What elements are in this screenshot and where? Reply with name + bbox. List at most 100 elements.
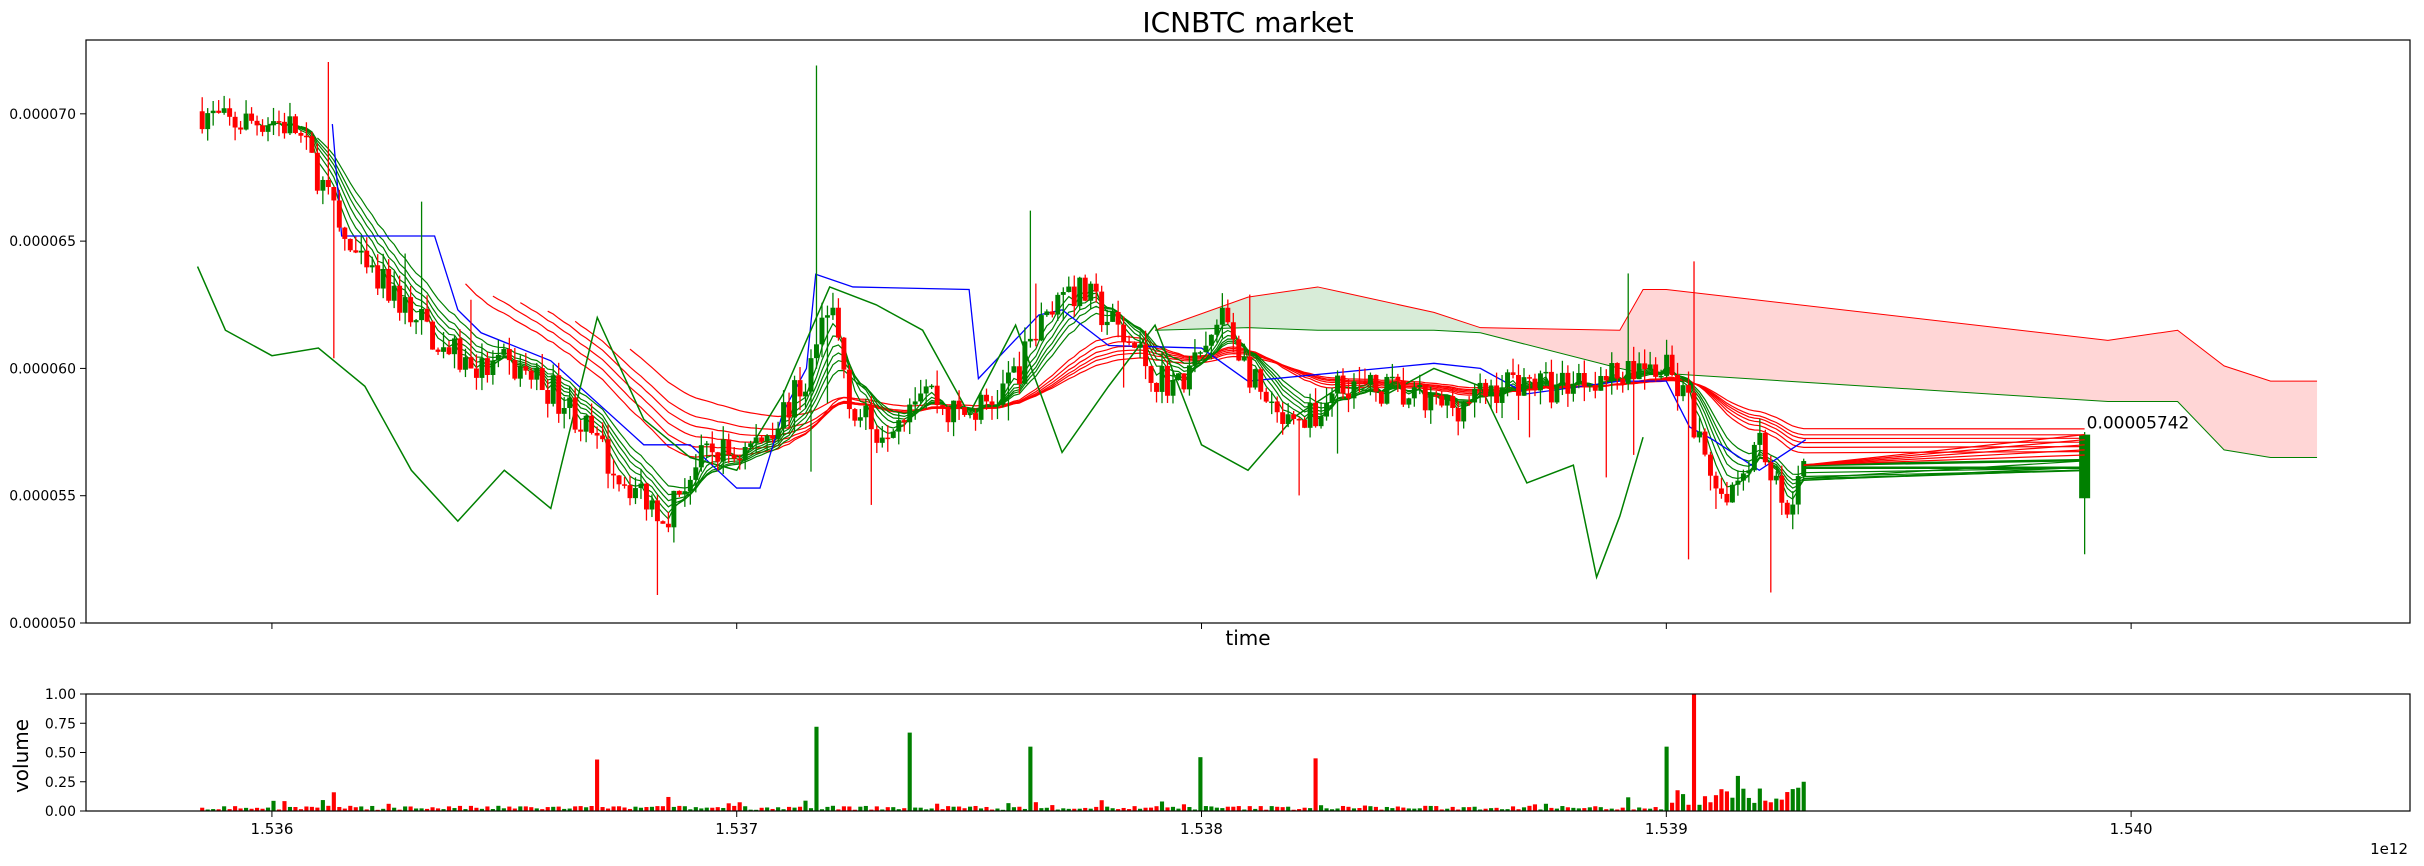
volume-bar bbox=[1324, 808, 1329, 811]
candle-body bbox=[1790, 504, 1796, 515]
candle-body bbox=[1197, 352, 1203, 354]
volume-bar bbox=[1609, 808, 1614, 811]
candle-body bbox=[484, 358, 490, 375]
x-tick-label: 1.538 bbox=[1180, 820, 1223, 838]
volume-bar bbox=[1170, 806, 1176, 811]
volume-bar bbox=[1648, 808, 1653, 811]
volume-bar bbox=[551, 806, 556, 811]
candle-body bbox=[2079, 434, 2091, 499]
volume-bar bbox=[1768, 802, 1773, 811]
volume-bar bbox=[1521, 807, 1527, 811]
candle-body bbox=[1680, 385, 1686, 397]
volume-bar bbox=[1653, 807, 1658, 811]
volume-bar bbox=[1412, 808, 1417, 811]
candle-body bbox=[649, 500, 655, 510]
x-tick-label: 1.537 bbox=[715, 820, 758, 838]
candle-body bbox=[1324, 402, 1330, 417]
volume-bar bbox=[913, 807, 918, 811]
candle-body bbox=[605, 439, 611, 474]
volume-bar bbox=[485, 806, 490, 811]
candle-body bbox=[1675, 375, 1681, 397]
volume-bar bbox=[1450, 806, 1455, 811]
volume-bar bbox=[830, 805, 835, 811]
volume-bar bbox=[370, 805, 375, 811]
volume-bar bbox=[1269, 806, 1274, 811]
candle-body bbox=[934, 385, 940, 406]
candle-body bbox=[951, 400, 957, 423]
volume-bar bbox=[1242, 809, 1247, 811]
volume-bar bbox=[1686, 804, 1691, 811]
volume-bar bbox=[1319, 805, 1324, 811]
volume-bar bbox=[1368, 806, 1373, 811]
candle-body bbox=[841, 337, 847, 370]
candle-body bbox=[775, 428, 781, 439]
volume-bar bbox=[688, 809, 693, 811]
candle-body bbox=[1329, 393, 1335, 403]
candle-body bbox=[1592, 385, 1598, 391]
volume-bar bbox=[1028, 746, 1033, 811]
candle-body bbox=[1313, 402, 1319, 427]
candle-body bbox=[1252, 369, 1258, 388]
volume-bar bbox=[797, 806, 803, 811]
candle-body bbox=[210, 110, 216, 114]
volume-bar bbox=[1549, 807, 1554, 811]
candle-body bbox=[1005, 372, 1011, 384]
candle-body bbox=[397, 285, 403, 313]
volume-bar bbox=[1033, 802, 1038, 811]
volume-bar bbox=[1593, 806, 1598, 811]
candle-body bbox=[874, 429, 880, 443]
volume-bar bbox=[1642, 808, 1647, 811]
candle-body bbox=[583, 415, 589, 432]
volume-bar bbox=[743, 806, 748, 811]
candle-body bbox=[479, 358, 485, 378]
volume-bar bbox=[408, 806, 413, 811]
candle-body bbox=[1274, 401, 1280, 413]
candle-body bbox=[1165, 365, 1170, 396]
candle-body bbox=[742, 446, 748, 461]
volume-bar bbox=[671, 806, 676, 811]
candle-body bbox=[835, 307, 841, 338]
volume-bar bbox=[978, 808, 984, 811]
x-tick-label: 1.536 bbox=[250, 820, 293, 838]
x-tick-label: 1.539 bbox=[1645, 820, 1688, 838]
candle-body bbox=[550, 375, 556, 404]
candle-body bbox=[726, 439, 732, 455]
candle-body bbox=[687, 479, 693, 492]
volume-bar bbox=[397, 809, 402, 811]
volume-bar bbox=[501, 808, 506, 811]
candle-body bbox=[1389, 376, 1395, 379]
volume-bar bbox=[200, 807, 205, 811]
volume-bar bbox=[287, 806, 293, 811]
green-lag-line bbox=[196, 266, 1644, 580]
volume-bar bbox=[1735, 775, 1740, 811]
volume-bar bbox=[1088, 808, 1093, 811]
volume-bar bbox=[293, 807, 298, 811]
volume-plot: 0.00 0.25 0.50 0.75 1.00 1.536 1.537 1.538 1.539… bbox=[45, 687, 2411, 838]
candle-body bbox=[940, 405, 946, 407]
candle-body bbox=[1724, 493, 1730, 503]
candle-body bbox=[633, 488, 638, 499]
candle-body bbox=[512, 360, 518, 379]
volume-bar bbox=[1022, 808, 1027, 811]
candle-body bbox=[1768, 462, 1774, 481]
candle-body bbox=[1751, 444, 1757, 471]
volume-bar bbox=[309, 806, 314, 811]
volume-bar bbox=[331, 792, 336, 811]
candle-body bbox=[978, 394, 984, 420]
candle-body bbox=[561, 407, 567, 414]
volume-bar bbox=[858, 806, 863, 811]
candle-body bbox=[545, 390, 551, 404]
candle-body bbox=[1653, 364, 1659, 377]
price-plot: 0.00005742 0.000050 0.000055 0.000060 0.0000… bbox=[9, 39, 2411, 632]
volume-bar bbox=[1192, 809, 1197, 811]
candle-body bbox=[271, 121, 276, 126]
volume-bar bbox=[1724, 791, 1729, 811]
candle-body bbox=[1691, 392, 1697, 438]
candle-body bbox=[1236, 339, 1242, 361]
volume-bar bbox=[786, 806, 792, 811]
volume-bar bbox=[880, 809, 885, 811]
volume-bar bbox=[562, 808, 567, 811]
volume-bar bbox=[995, 808, 1000, 811]
volume-bar bbox=[1373, 806, 1378, 811]
candle-body bbox=[1159, 365, 1165, 392]
